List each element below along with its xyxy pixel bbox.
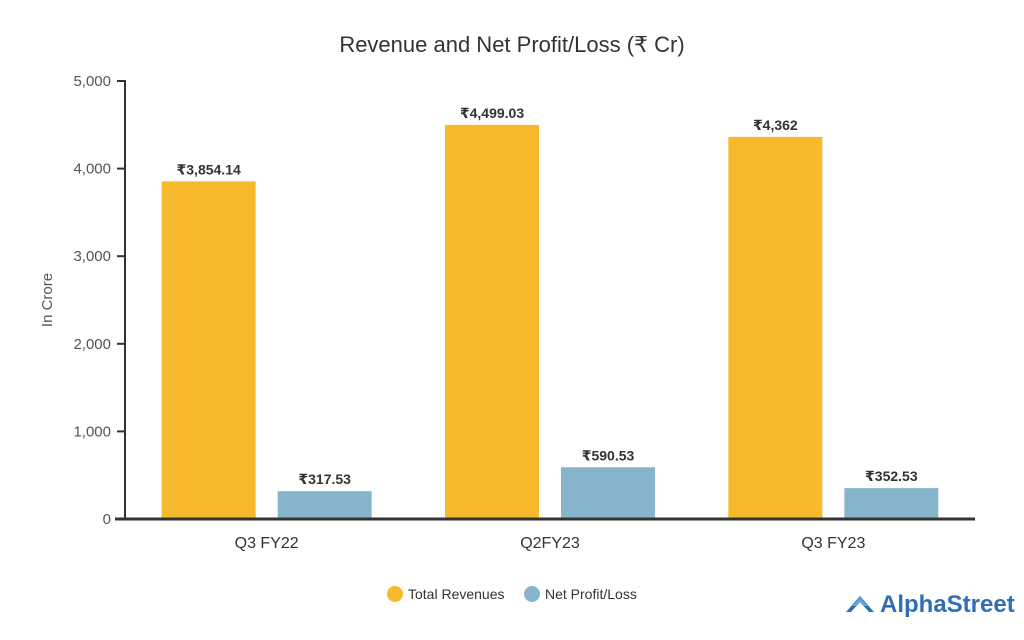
- y-tick-label: 3,000: [73, 248, 111, 265]
- y-axis-ticks: 0 1,000 2,000 3,000 4,000 5,000: [73, 73, 125, 528]
- x-category-label: Q2FY23: [520, 535, 580, 552]
- legend-label-total-revenues: Total Revenues: [408, 586, 505, 602]
- bar-total-revenues-1: [445, 124, 539, 519]
- y-axis-label: In Crore: [39, 273, 56, 327]
- bar-value-label: ₹3,854.14: [177, 161, 241, 177]
- bar-value-label: ₹590.53: [582, 447, 635, 463]
- y-tick-label: 5,000: [73, 73, 111, 90]
- y-tick-label: 4,000: [73, 161, 111, 178]
- bars: [161, 124, 939, 520]
- legend-marker-total-revenues: [387, 586, 403, 602]
- x-category-label: Q3 FY22: [235, 535, 299, 552]
- y-tick-label: 2,000: [73, 336, 111, 353]
- alphastreet-logo-icon: [846, 596, 874, 612]
- bar-value-label: ₹352.53: [865, 468, 918, 484]
- legend-label-net-profit: Net Profit/Loss: [545, 586, 637, 602]
- bar-value-label: ₹317.53: [298, 471, 351, 487]
- brand-logo: AlphaStreet: [846, 591, 1015, 618]
- legend-marker-net-profit: [524, 586, 540, 602]
- y-tick-label: 1,000: [73, 423, 111, 440]
- bar-value-label: ₹4,362: [753, 117, 798, 133]
- y-tick-label: 0: [103, 511, 111, 528]
- brand-name: AlphaStreet: [880, 591, 1015, 618]
- chart-title: Revenue and Net Profit/Loss (₹ Cr): [339, 32, 684, 57]
- bar-net-profit-1: [561, 467, 655, 519]
- bar-total-revenues-0: [161, 181, 256, 520]
- bar-total-revenues-2: [728, 136, 823, 519]
- bar-value-label: ₹4,499.03: [460, 105, 524, 121]
- legend: Total Revenues Net Profit/Loss: [387, 586, 637, 602]
- category-labels: Q3 FY22 Q2FY23 Q3 FY23: [235, 535, 866, 552]
- bar-value-labels: ₹3,854.14 ₹317.53 ₹4,499.03 ₹590.53 ₹4,362 ₹3…: [177, 105, 918, 487]
- bar-net-profit-0: [277, 491, 372, 519]
- x-category-label: Q3 FY23: [801, 535, 865, 552]
- bar-net-profit-2: [844, 488, 939, 519]
